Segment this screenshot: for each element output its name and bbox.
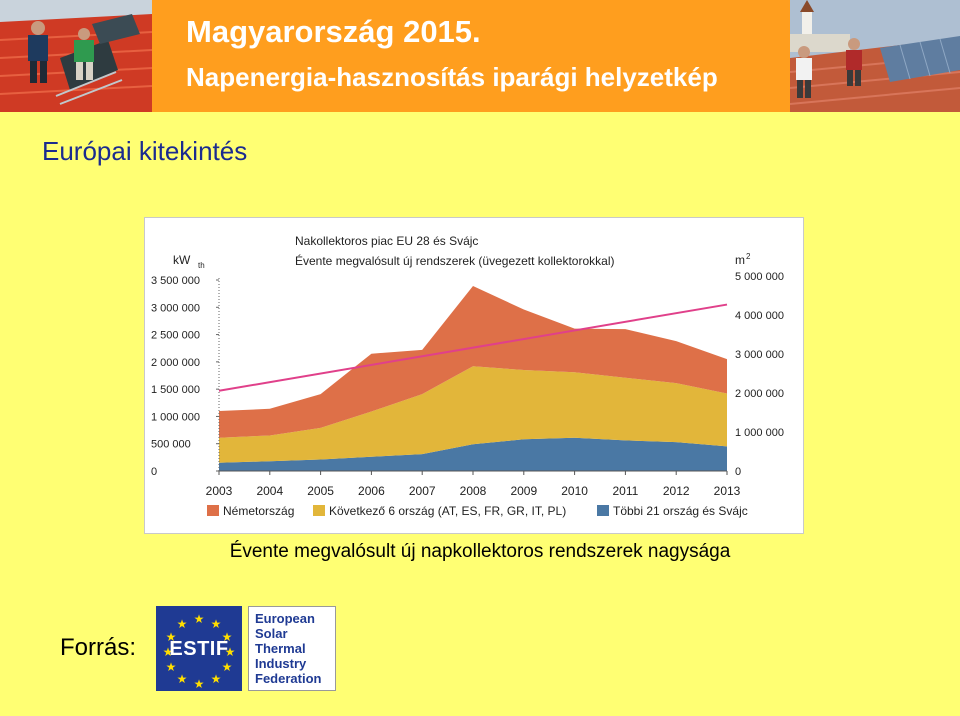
- svg-text:★: ★: [177, 617, 188, 631]
- area-series-2: [219, 286, 727, 438]
- chart-subtitle: Évente megvalósult új rendszerek (üvegez…: [295, 253, 615, 268]
- x-tick-label: 2006: [358, 484, 385, 498]
- estif-logo: ★ ★ ★ ★ ★ ★ ★ ★ ★ ★ ★ ★ ESTIF: [156, 606, 242, 691]
- header-banner: Magyarország 2015. Napenergia-hasznosítá…: [0, 0, 960, 112]
- legend-label: Következő 6 ország (AT, ES, FR, GR, IT, …: [329, 504, 566, 518]
- chart-panel: 2003 2004 2005 2006 2007 2008 2009 2010 2011 2012…: [144, 217, 804, 534]
- esif-line: Industry: [255, 656, 307, 671]
- legend-swatch: [313, 505, 325, 516]
- y-left-unit-sub: th: [198, 261, 205, 270]
- svg-text:★: ★: [166, 660, 177, 674]
- trend-line: [218, 303, 728, 392]
- y-left-tick-label: 3 000 000: [151, 302, 200, 314]
- x-tick-label: 2008: [460, 484, 487, 498]
- svg-text:★: ★: [177, 672, 188, 686]
- legend-swatch: [207, 505, 219, 516]
- y-right-tick-label: 3 000 000: [735, 349, 784, 361]
- y-left-tick-label: 0: [151, 466, 157, 478]
- y-left-unit: kW: [173, 253, 191, 267]
- svg-text:★: ★: [222, 630, 233, 644]
- header-photo-right: [790, 0, 960, 112]
- section-title: Európai kitekintés: [42, 136, 248, 166]
- y-left-tick-label: 1 500 000: [151, 384, 200, 396]
- legend-label: Németország: [223, 504, 294, 518]
- y-right-unit-sup: 2: [746, 252, 751, 261]
- legend-label: Többi 21 ország és Svájc: [613, 504, 748, 518]
- area-series-1: [219, 366, 727, 463]
- x-tick-label: 2011: [612, 484, 638, 498]
- svg-text:★: ★: [163, 645, 174, 659]
- area-series-0: [219, 437, 727, 471]
- svg-text:★: ★: [166, 630, 177, 644]
- area-chart: 2003 2004 2005 2006 2007 2008 2009 2010 2011 2012…: [151, 234, 784, 518]
- svg-text:★: ★: [225, 645, 236, 659]
- svg-text:★: ★: [211, 617, 222, 631]
- estif-logo-text: ESTIF: [169, 638, 229, 660]
- x-tick-label: 2005: [307, 484, 334, 498]
- y-right-tick-label: 1 000 000: [735, 427, 784, 439]
- esif-logo-text: European Solar Thermal Industry Federati…: [255, 611, 321, 686]
- y-left-tick-label: 2 000 000: [151, 357, 200, 369]
- esif-line: European: [255, 611, 315, 626]
- x-tick-label: 2003: [206, 484, 233, 498]
- y-left-tick-label: 2 500 000: [151, 330, 200, 342]
- y-left-tick-label: 1 000 000: [151, 411, 200, 423]
- chart-title: Nakollektoros piac EU 28 és Svájc: [295, 234, 478, 248]
- x-tick-label: 2007: [409, 484, 436, 498]
- chart-caption: Évente megvalósult új napkollektoros ren…: [229, 541, 731, 562]
- x-tick-label: 2004: [256, 484, 283, 498]
- y-right-tick-label: 2 000 000: [735, 388, 784, 400]
- church-roof-photo: [790, 0, 960, 112]
- esif-line: Thermal: [255, 641, 306, 656]
- svg-text:★: ★: [211, 672, 222, 686]
- header-photo-left: [0, 0, 152, 112]
- y-left-tick-label: 500 000: [151, 439, 191, 451]
- esif-line: Federation: [255, 671, 322, 686]
- x-tick-label: 2009: [510, 484, 537, 498]
- y-right-tick-label: 0: [735, 466, 741, 478]
- x-tick-label: 2010: [561, 484, 588, 498]
- header-subtitle: Napenergia-hasznosítás iparági helyzetké…: [186, 62, 718, 92]
- svg-text:★: ★: [194, 612, 205, 626]
- y-left-tick-label: 3 500 000: [151, 275, 200, 287]
- eu-stars-icon: ★ ★★ ★★★ ★★★ ★★★: [163, 612, 236, 691]
- svg-text:★: ★: [194, 677, 205, 691]
- y-right-tick-label: 5 000 000: [735, 271, 784, 283]
- roof-workers-photo: [0, 0, 152, 112]
- header-title: Magyarország 2015.: [186, 14, 481, 49]
- esif-line: Solar: [255, 626, 288, 641]
- esif-logo: European Solar Thermal Industry Federati…: [248, 606, 336, 691]
- source-label: Forrás:: [60, 634, 137, 661]
- y-right-tick-label: 4 000 000: [735, 310, 784, 322]
- legend-swatch: [597, 505, 609, 516]
- x-tick-label: 2013: [714, 484, 741, 498]
- y-right-unit: m: [735, 253, 745, 267]
- svg-text:★: ★: [222, 660, 233, 674]
- x-tick-label: 2012: [663, 484, 690, 498]
